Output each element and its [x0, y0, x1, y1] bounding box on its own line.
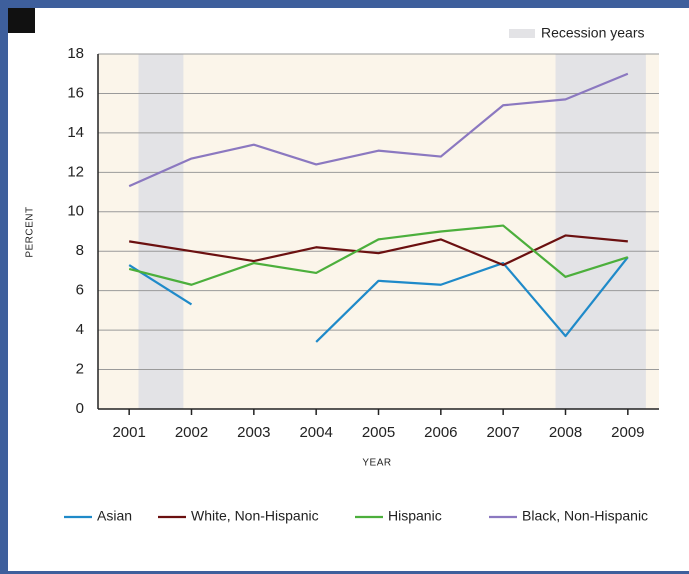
series-line: [128, 72, 629, 188]
recession-legend-swatch: [509, 29, 535, 38]
legend-label: Hispanic: [388, 508, 442, 524]
y-tick-label: 8: [76, 242, 84, 259]
x-tick-label: 2009: [611, 424, 644, 441]
x-tick-label: 2006: [424, 424, 457, 441]
y-tick-label: 14: [67, 124, 84, 141]
y-tick-label: 10: [67, 203, 84, 220]
x-tick-label: 2003: [237, 424, 270, 441]
y-tick-label: 2: [76, 361, 84, 378]
x-tick-label: 2005: [362, 424, 395, 441]
y-tick-label: 16: [67, 84, 84, 101]
x-tick-label: 2002: [175, 424, 208, 441]
x-tick-label: 2008: [549, 424, 582, 441]
y-tick-label: 4: [76, 321, 84, 338]
series-line: [128, 224, 629, 286]
y-tick-label: 6: [76, 282, 84, 299]
x-tick-label: 2007: [486, 424, 519, 441]
recession-legend-label: Recession years: [541, 25, 645, 41]
y-axis-label: PERCENT: [25, 206, 36, 257]
x-tick-label: 2004: [299, 424, 332, 441]
corner-block: [8, 8, 35, 33]
y-tick-label: 12: [67, 163, 84, 180]
y-tick-label: 18: [67, 45, 84, 62]
recession-band: [138, 54, 184, 409]
x-tick-label: 2001: [112, 424, 145, 441]
legend-label: White, Non-Hispanic: [191, 508, 319, 524]
recession-band: [555, 54, 646, 409]
x-axis-label: YEAR: [362, 458, 391, 469]
legend-label: Black, Non-Hispanic: [522, 508, 648, 524]
y-tick-label: 0: [76, 400, 84, 417]
legend-label: Asian: [97, 508, 132, 524]
series-line: [128, 234, 628, 267]
